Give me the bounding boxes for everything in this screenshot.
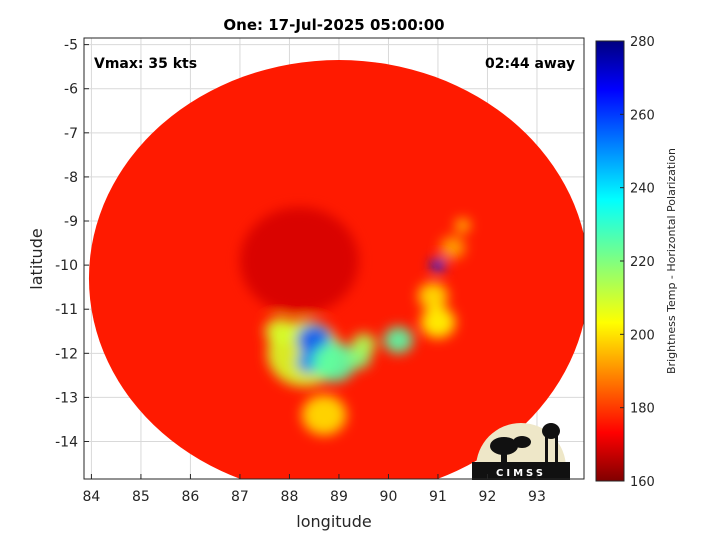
colorbar-tick-label: 180 bbox=[630, 402, 655, 417]
colorbar-ticks: 160 180 200 220 240 260 280 bbox=[620, 35, 655, 490]
colorbar bbox=[595, 40, 625, 482]
y-axis-ticks: -5 -6 -7 -8 -9 -10 -11 -12 -13 -14 bbox=[55, 38, 89, 451]
heatmap-cell bbox=[430, 258, 446, 272]
heatmap-cell bbox=[383, 326, 414, 354]
x-tick-label: 92 bbox=[479, 489, 497, 505]
y-tick-label: -10 bbox=[55, 258, 78, 274]
x-tick-label: 84 bbox=[83, 489, 101, 505]
colorbar-tick-label: 220 bbox=[630, 255, 655, 270]
x-tick-label: 86 bbox=[182, 489, 200, 505]
x-tick-label: 90 bbox=[380, 489, 398, 505]
x-axis-ticks: 84 85 86 87 88 89 90 91 92 93 bbox=[83, 474, 546, 505]
heatmap-cell bbox=[351, 333, 377, 356]
heatmap-cell bbox=[264, 317, 295, 345]
heatmap-cell bbox=[239, 207, 359, 315]
heatmap-cell bbox=[440, 236, 466, 259]
x-tick-label: 91 bbox=[429, 489, 447, 505]
heatmap-cell bbox=[455, 218, 471, 233]
plot-frame bbox=[83, 37, 585, 480]
y-tick-label: -13 bbox=[55, 390, 78, 406]
x-tick-label: 87 bbox=[231, 489, 249, 505]
y-tick-label: -14 bbox=[55, 435, 78, 451]
heatmap-cell bbox=[311, 342, 357, 383]
x-tick-label: 85 bbox=[132, 489, 150, 505]
x-axis-label: longitude bbox=[296, 512, 371, 531]
heatmap-cell bbox=[420, 306, 456, 339]
colorbar-tick-label: 160 bbox=[630, 475, 655, 490]
logo-text: CIMSS bbox=[496, 468, 546, 479]
cimss-logo: CIMSS bbox=[472, 423, 570, 480]
y-tick-label: -6 bbox=[64, 82, 78, 98]
heatmap-cell bbox=[418, 282, 448, 310]
colorbar-tick-label: 200 bbox=[630, 328, 655, 343]
x-tick-label: 88 bbox=[281, 489, 299, 505]
y-tick-label: -11 bbox=[55, 302, 78, 318]
colorbar-tick-label: 280 bbox=[630, 35, 655, 50]
y-axis-label: latitude bbox=[27, 228, 46, 289]
y-tick-label: -8 bbox=[64, 170, 78, 186]
y-tick-label: -7 bbox=[64, 126, 78, 142]
colorbar-tick-label: 240 bbox=[630, 182, 655, 197]
chart-title: One: 17-Jul-2025 05:00:00 bbox=[223, 16, 444, 34]
vmax-annotation: Vmax: 35 kts bbox=[94, 56, 197, 72]
y-tick-label: -5 bbox=[64, 38, 78, 54]
x-tick-label: 93 bbox=[528, 489, 546, 505]
colorbar-label: Brightness Temp - Horizontal Polarizatio… bbox=[665, 148, 678, 374]
away-annotation: 02:44 away bbox=[485, 56, 575, 72]
colorbar-tick-label: 260 bbox=[630, 108, 655, 123]
heatmap-cell bbox=[301, 395, 347, 436]
x-tick-label: 89 bbox=[330, 489, 348, 505]
y-tick-label: -12 bbox=[55, 346, 78, 362]
y-tick-label: -9 bbox=[64, 214, 78, 230]
heatmap-layer bbox=[89, 60, 584, 479]
swath-features bbox=[239, 207, 471, 436]
